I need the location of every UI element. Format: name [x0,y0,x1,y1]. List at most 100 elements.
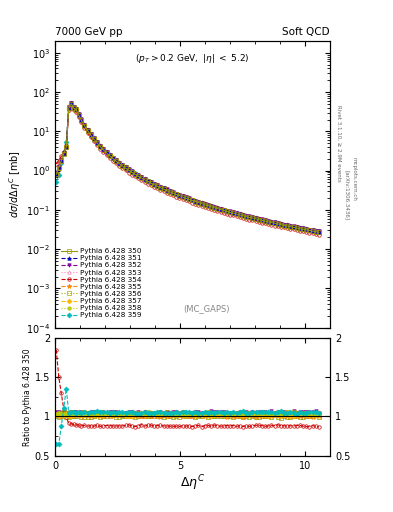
Pythia 6.428 351 [59,157,64,163]
Pythia 6.428 352 [59,157,64,163]
Pythia 6.428 350 [64,144,69,150]
Pythia 6.428 350 [316,229,321,236]
Pythia 6.428 353 [69,100,73,106]
Text: 7000 GeV pp: 7000 GeV pp [55,27,123,37]
Pythia 6.428 352 [79,116,84,122]
Pythia 6.428 357 [59,157,64,163]
Pythia 6.428 357 [279,221,283,227]
Legend: Pythia 6.428 350, Pythia 6.428 351, Pythia 6.428 352, Pythia 6.428 353, Pythia 6: Pythia 6.428 350, Pythia 6.428 351, Pyth… [61,248,141,318]
Pythia 6.428 358 [59,157,64,163]
Pythia 6.428 354 [316,231,321,238]
Pythia 6.428 355 [59,158,64,164]
Line: Pythia 6.428 358: Pythia 6.428 358 [55,101,321,233]
Pythia 6.428 356 [64,143,69,150]
Pythia 6.428 358 [256,216,261,222]
Pythia 6.428 357 [64,144,69,150]
Pythia 6.428 358 [69,100,73,106]
Pythia 6.428 353 [59,157,64,163]
Pythia 6.428 351 [180,194,185,200]
Pythia 6.428 356 [256,216,261,222]
Line: Pythia 6.428 352: Pythia 6.428 352 [55,101,321,233]
Pythia 6.428 354 [279,224,283,230]
Pythia 6.428 353 [79,117,84,123]
Pythia 6.428 351 [279,221,283,227]
Pythia 6.428 358 [279,221,283,227]
Pythia 6.428 354 [59,153,64,159]
Pythia 6.428 356 [316,228,321,234]
Pythia 6.428 351 [316,229,321,235]
X-axis label: $\Delta\eta^{C}$: $\Delta\eta^{C}$ [180,473,205,493]
Pythia 6.428 351 [79,116,84,122]
Pythia 6.428 359 [316,228,321,234]
Pythia 6.428 355 [79,117,84,123]
Line: Pythia 6.428 350: Pythia 6.428 350 [55,102,321,234]
Pythia 6.428 352 [69,100,73,106]
Pythia 6.428 351 [54,171,59,177]
Pythia 6.428 358 [79,116,84,122]
Pythia 6.428 353 [180,194,185,200]
Pythia 6.428 358 [64,143,69,150]
Line: Pythia 6.428 355: Pythia 6.428 355 [54,101,321,234]
Pythia 6.428 354 [180,196,185,202]
Pythia 6.428 353 [54,171,59,177]
Pythia 6.428 357 [69,100,73,106]
Pythia 6.428 352 [54,170,59,177]
Pythia 6.428 353 [64,144,69,150]
Pythia 6.428 352 [256,216,261,222]
Pythia 6.428 354 [64,144,69,150]
Text: mcplots.cern.ch: mcplots.cern.ch [352,157,357,201]
Text: Rivet 3.1.10, ≥ 2.9M events: Rivet 3.1.10, ≥ 2.9M events [336,105,341,182]
Pythia 6.428 355 [256,217,261,223]
Text: (MC_GAPS): (MC_GAPS) [183,304,230,313]
Pythia 6.428 352 [316,228,321,234]
Pythia 6.428 358 [54,171,59,177]
Pythia 6.428 355 [69,100,73,106]
Pythia 6.428 359 [59,160,64,166]
Pythia 6.428 357 [54,171,59,177]
Pythia 6.428 354 [79,119,84,125]
Pythia 6.428 354 [54,161,59,167]
Pythia 6.428 350 [79,117,84,123]
Pythia 6.428 357 [180,194,185,200]
Pythia 6.428 353 [316,229,321,235]
Pythia 6.428 356 [279,221,283,227]
Pythia 6.428 359 [256,216,261,222]
Pythia 6.428 355 [180,194,185,200]
Pythia 6.428 358 [180,194,185,200]
Pythia 6.428 354 [256,219,261,225]
Pythia 6.428 356 [79,116,84,122]
Pythia 6.428 359 [180,193,185,199]
Text: Soft QCD: Soft QCD [283,27,330,37]
Pythia 6.428 358 [316,228,321,234]
Pythia 6.428 359 [64,139,69,145]
Pythia 6.428 357 [79,117,84,123]
Pythia 6.428 355 [64,144,69,150]
Pythia 6.428 357 [256,217,261,223]
Pythia 6.428 353 [279,221,283,227]
Y-axis label: Ratio to Pythia 6.428 350: Ratio to Pythia 6.428 350 [23,348,32,445]
Pythia 6.428 351 [69,100,73,106]
Pythia 6.428 350 [256,217,261,223]
Text: $(p_T > 0.2\ \mathrm{GeV},\ |\eta|\ <\ 5.2)$: $(p_T > 0.2\ \mathrm{GeV},\ |\eta|\ <\ 5… [135,52,250,66]
Pythia 6.428 350 [69,101,73,107]
Line: Pythia 6.428 359: Pythia 6.428 359 [55,101,321,233]
Line: Pythia 6.428 356: Pythia 6.428 356 [55,101,321,233]
Pythia 6.428 359 [279,221,283,227]
Pythia 6.428 350 [54,172,59,178]
Pythia 6.428 356 [59,157,64,163]
Pythia 6.428 352 [180,193,185,199]
Pythia 6.428 350 [180,194,185,200]
Pythia 6.428 356 [69,100,73,106]
Pythia 6.428 357 [316,229,321,235]
Pythia 6.428 355 [54,171,59,177]
Pythia 6.428 352 [64,143,69,150]
Text: [arXiv:1306.3436]: [arXiv:1306.3436] [344,169,349,220]
Line: Pythia 6.428 351: Pythia 6.428 351 [55,102,321,233]
Y-axis label: $d\sigma/d\Delta\eta^{C}$ [mb]: $d\sigma/d\Delta\eta^{C}$ [mb] [7,151,23,218]
Pythia 6.428 350 [279,222,283,228]
Pythia 6.428 359 [69,100,73,106]
Pythia 6.428 355 [316,229,321,235]
Line: Pythia 6.428 353: Pythia 6.428 353 [55,102,321,233]
Pythia 6.428 351 [64,143,69,150]
Line: Pythia 6.428 357: Pythia 6.428 357 [55,102,321,233]
